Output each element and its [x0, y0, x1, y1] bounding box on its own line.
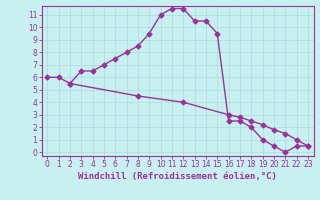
X-axis label: Windchill (Refroidissement éolien,°C): Windchill (Refroidissement éolien,°C) [78, 172, 277, 181]
